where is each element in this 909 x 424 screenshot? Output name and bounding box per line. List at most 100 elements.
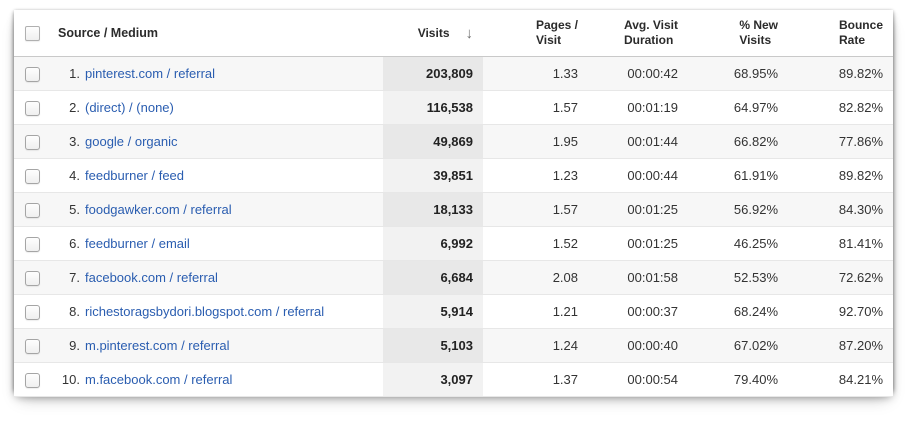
avg-visit-duration-value: 00:00:54 — [588, 362, 688, 397]
row-index: 7. — [56, 260, 82, 295]
column-header-pages-per-visit[interactable]: Pages / Visit — [483, 10, 588, 57]
row-checkbox[interactable] — [25, 372, 40, 388]
bounce-rate-value: 72.62% — [788, 260, 893, 295]
source-medium-link[interactable]: m.pinterest.com / referral — [85, 338, 230, 353]
source-medium-link[interactable]: foodgawker.com / referral — [85, 202, 232, 217]
avg-visit-duration-value: 00:00:42 — [588, 56, 688, 91]
row-checkbox-cell — [14, 56, 56, 91]
source-medium-link[interactable]: pinterest.com / referral — [85, 66, 216, 81]
source-medium-link[interactable]: (direct) / (none) — [85, 100, 174, 115]
row-checkbox-cell — [14, 260, 56, 295]
column-header-bounce-rate[interactable]: Bounce Rate — [788, 10, 893, 57]
column-header-avg-visit-duration[interactable]: Avg. Visit Duration — [588, 10, 688, 57]
pages-per-visit-header-line1: Pages / — [535, 18, 578, 32]
avg-visit-duration-value: 00:01:58 — [588, 260, 688, 295]
bounce-rate-value: 87.20% — [788, 328, 893, 363]
avg-visit-duration-value: 00:01:44 — [588, 124, 688, 159]
table-row: 2. (direct) / (none) 116,538 1.57 00:01:… — [14, 90, 893, 125]
table-row: 10. m.facebook.com / referral 3,097 1.37… — [14, 362, 893, 397]
bounce-rate-value: 84.30% — [788, 192, 893, 227]
row-checkbox-cell — [14, 90, 56, 125]
table-row: 7. facebook.com / referral 6,684 2.08 00… — [14, 260, 893, 295]
source-medium-link[interactable]: google / organic — [85, 134, 178, 149]
pct-new-visits-value: 68.24% — [688, 294, 788, 329]
bounce-rate-header-line2: Rate — [838, 33, 865, 47]
row-checkbox[interactable] — [25, 270, 40, 286]
pct-new-visits-value: 52.53% — [688, 260, 788, 295]
table-row: 9. m.pinterest.com / referral 5,103 1.24… — [14, 328, 893, 363]
source-medium-link[interactable]: feedburner / feed — [85, 168, 185, 183]
visits-header-label: Visits — [417, 26, 450, 40]
source-medium-cell: foodgawker.com / referral — [82, 192, 383, 227]
table-row: 4. feedburner / feed 39,851 1.23 00:00:4… — [14, 158, 893, 193]
pages-per-visit-value: 1.57 — [483, 90, 588, 125]
row-checkbox[interactable] — [25, 202, 40, 218]
row-checkbox[interactable] — [25, 168, 40, 184]
row-checkbox-cell — [14, 192, 56, 227]
avg-visit-duration-value: 00:01:25 — [588, 226, 688, 261]
bounce-rate-value: 84.21% — [788, 362, 893, 397]
avg-visit-duration-header-line1: Avg. Visit — [623, 18, 678, 32]
row-checkbox[interactable] — [25, 236, 40, 252]
avg-visit-duration-value: 00:00:44 — [588, 158, 688, 193]
visits-value: 6,992 — [383, 226, 483, 261]
bounce-rate-value: 89.82% — [788, 56, 893, 91]
select-all-checkbox[interactable] — [25, 25, 40, 41]
source-medium-cell: richestoragsbydori.blogspot.com / referr… — [82, 294, 383, 329]
row-checkbox-cell — [14, 158, 56, 193]
visits-value: 116,538 — [383, 90, 483, 125]
bounce-rate-value: 82.82% — [788, 90, 893, 125]
pct-new-visits-value: 56.92% — [688, 192, 788, 227]
pct-new-visits-value: 46.25% — [688, 226, 788, 261]
source-medium-cell: m.pinterest.com / referral — [82, 328, 383, 363]
row-index: 8. — [56, 294, 82, 329]
source-medium-link[interactable]: feedburner / email — [85, 236, 190, 251]
pages-per-visit-value: 1.21 — [483, 294, 588, 329]
bounce-rate-header-line1: Bounce — [838, 18, 883, 32]
row-checkbox[interactable] — [25, 134, 40, 150]
row-index: 5. — [56, 192, 82, 227]
table-body: 1. pinterest.com / referral 203,809 1.33… — [14, 56, 893, 397]
column-header-visits[interactable]: Visits ↓ — [383, 10, 483, 57]
row-index: 1. — [56, 56, 82, 91]
column-header-pct-new-visits[interactable]: % New Visits — [688, 10, 788, 57]
row-checkbox[interactable] — [25, 66, 40, 82]
row-checkbox-cell — [14, 328, 56, 363]
row-checkbox[interactable] — [25, 338, 40, 354]
source-medium-header-label: Source / Medium — [58, 26, 159, 40]
pages-per-visit-value: 1.23 — [483, 158, 588, 193]
pct-new-visits-header-line1: % New — [739, 18, 778, 32]
row-checkbox-cell — [14, 226, 56, 261]
source-medium-cell: facebook.com / referral — [82, 260, 383, 295]
pages-per-visit-value: 1.57 — [483, 192, 588, 227]
avg-visit-duration-value: 00:01:25 — [588, 192, 688, 227]
row-index: 3. — [56, 124, 82, 159]
visits-value: 3,097 — [383, 362, 483, 397]
avg-visit-duration-value: 00:00:37 — [588, 294, 688, 329]
avg-visit-duration-header-line2: Duration — [623, 33, 674, 47]
source-medium-link[interactable]: m.facebook.com / referral — [85, 372, 233, 387]
table-row: 6. feedburner / email 6,992 1.52 00:01:2… — [14, 226, 893, 261]
pct-new-visits-header-line2: Visits — [739, 33, 772, 47]
row-checkbox[interactable] — [25, 304, 40, 320]
pages-per-visit-header-line2: Visit — [535, 33, 562, 47]
column-header-source-medium[interactable]: Source / Medium — [56, 10, 383, 57]
avg-visit-duration-value: 00:00:40 — [588, 328, 688, 363]
visits-value: 49,869 — [383, 124, 483, 159]
visits-value: 5,103 — [383, 328, 483, 363]
table-row: 8. richestoragsbydori.blogspot.com / ref… — [14, 294, 893, 329]
source-medium-cell: pinterest.com / referral — [82, 56, 383, 91]
visits-value: 6,684 — [383, 260, 483, 295]
row-index: 9. — [56, 328, 82, 363]
pages-per-visit-value: 1.95 — [483, 124, 588, 159]
source-medium-link[interactable]: richestoragsbydori.blogspot.com / referr… — [85, 304, 325, 319]
source-medium-cell: m.facebook.com / referral — [82, 362, 383, 397]
pct-new-visits-value: 61.91% — [688, 158, 788, 193]
source-medium-cell: google / organic — [82, 124, 383, 159]
source-medium-link[interactable]: facebook.com / referral — [85, 270, 218, 285]
table-row: 3. google / organic 49,869 1.95 00:01:44… — [14, 124, 893, 159]
visits-value: 39,851 — [383, 158, 483, 193]
pct-new-visits-value: 67.02% — [688, 328, 788, 363]
row-checkbox[interactable] — [25, 100, 40, 116]
sort-descending-icon: ↓ — [465, 24, 474, 42]
